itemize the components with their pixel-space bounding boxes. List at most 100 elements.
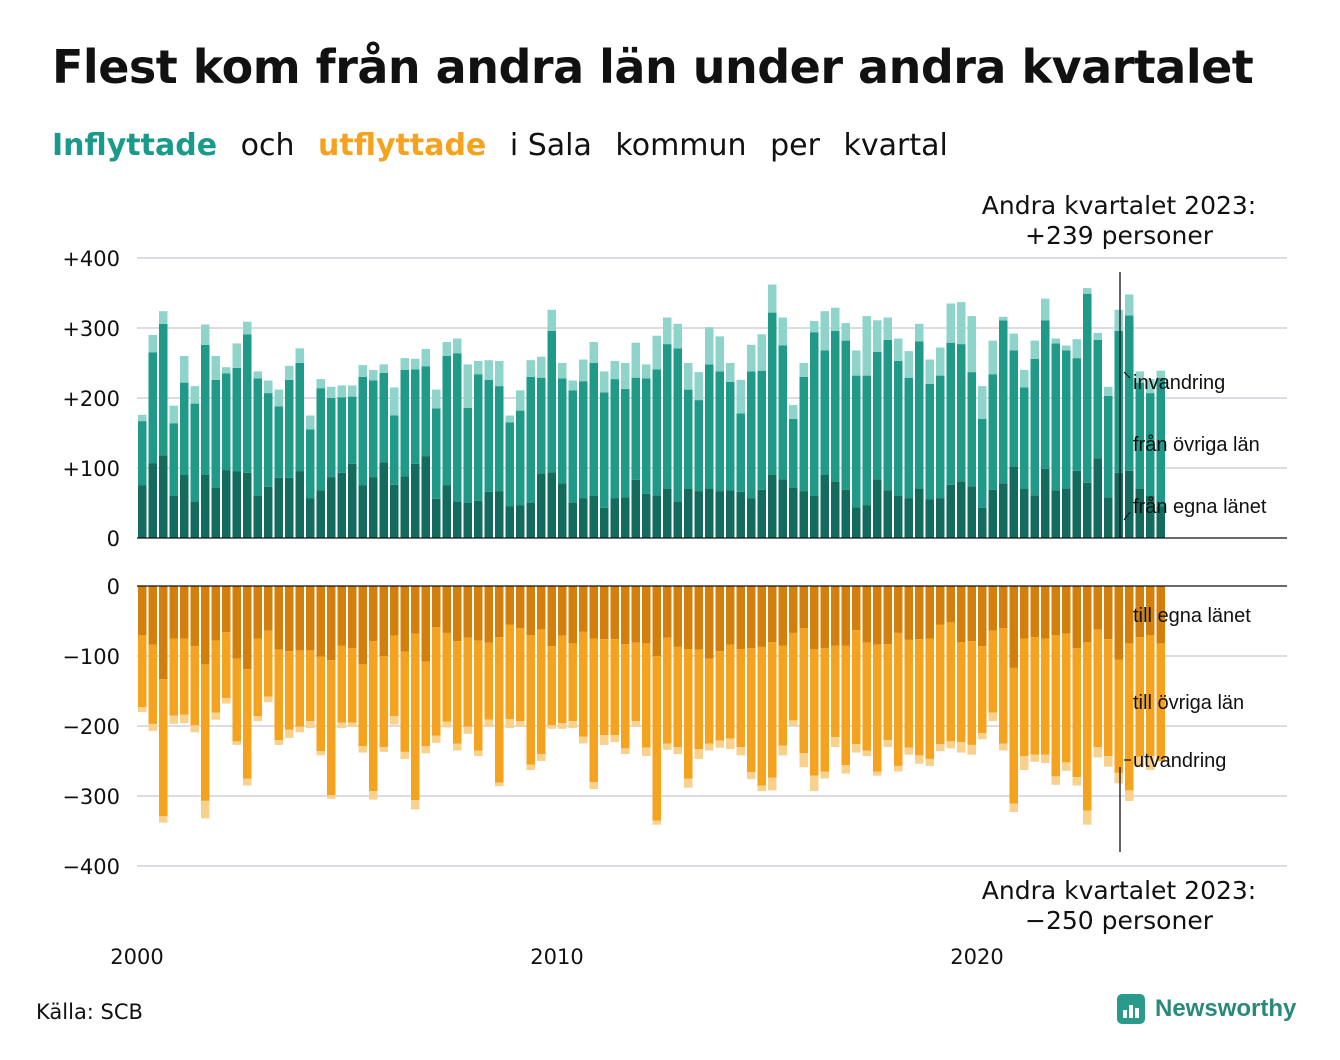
bar-invandring bbox=[306, 415, 315, 430]
bar-fran-ovriga-lan bbox=[841, 340, 850, 490]
label-utvandring: utvandring bbox=[1133, 750, 1226, 772]
bar-invandring bbox=[957, 302, 966, 345]
label-till-ovriga-lan: till övriga län bbox=[1133, 692, 1244, 714]
bar-till-ovriga-lan bbox=[274, 649, 283, 740]
bar-utvandring bbox=[463, 726, 472, 734]
bar-till-ovriga-lan bbox=[421, 661, 430, 747]
bar-till-ovriga-lan bbox=[138, 635, 147, 708]
bar-fran-egna-lanet bbox=[652, 495, 661, 538]
bar-invandring bbox=[642, 364, 651, 379]
bar-fran-egna-lanet bbox=[799, 491, 808, 538]
bar-till-egna-lanet bbox=[327, 586, 336, 661]
bar-utvandring bbox=[673, 747, 682, 754]
bar-till-ovriga-lan bbox=[600, 639, 609, 736]
bar-invandring bbox=[610, 360, 619, 380]
bar-till-egna-lanet bbox=[841, 586, 850, 646]
bar-fran-egna-lanet bbox=[789, 487, 798, 538]
bar-utvandring bbox=[442, 721, 451, 728]
bar-utvandring bbox=[180, 714, 189, 724]
bar-till-ovriga-lan bbox=[253, 638, 262, 717]
bar-till-egna-lanet bbox=[253, 586, 262, 639]
bar-invandring bbox=[327, 386, 336, 398]
bar-fran-ovriga-lan bbox=[463, 407, 472, 503]
bar-till-ovriga-lan bbox=[516, 628, 525, 722]
bar-utvandring bbox=[663, 743, 672, 750]
bar-invandring bbox=[264, 380, 273, 394]
bar-invandring bbox=[621, 363, 630, 389]
y-tick-out-0: 0 bbox=[107, 575, 120, 599]
bar-fran-ovriga-lan bbox=[736, 413, 745, 492]
bar-till-ovriga-lan bbox=[222, 632, 231, 698]
bar-till-ovriga-lan bbox=[1041, 638, 1050, 755]
bar-fran-egna-lanet bbox=[915, 489, 924, 538]
bar-till-ovriga-lan bbox=[547, 646, 556, 726]
bar-fran-ovriga-lan bbox=[180, 382, 189, 475]
brand[interactable]: Newsworthy bbox=[1117, 994, 1296, 1024]
bar-utvandring bbox=[1093, 747, 1102, 758]
bar-till-egna-lanet bbox=[547, 586, 556, 647]
bar-till-ovriga-lan bbox=[1093, 629, 1102, 747]
bar-invandring bbox=[253, 371, 262, 379]
bar-fran-egna-lanet bbox=[810, 496, 819, 538]
bar-invandring bbox=[316, 379, 325, 389]
bar-invandring bbox=[684, 363, 693, 390]
bar-utvandring bbox=[390, 716, 399, 725]
bar-fran-ovriga-lan bbox=[747, 371, 756, 499]
axes bbox=[137, 272, 1287, 852]
bar-utvandring bbox=[694, 749, 703, 759]
bar-fran-ovriga-lan bbox=[474, 374, 483, 501]
bar-utvandring bbox=[715, 740, 724, 748]
bar-till-egna-lanet bbox=[789, 586, 798, 633]
bar-fran-ovriga-lan bbox=[190, 403, 199, 502]
bar-invandring bbox=[463, 364, 472, 408]
bar-utvandring bbox=[138, 707, 147, 712]
bar-utvandring bbox=[810, 775, 819, 792]
bar-till-egna-lanet bbox=[295, 586, 304, 651]
bar-utvandring bbox=[852, 744, 861, 753]
bar-till-egna-lanet bbox=[516, 586, 525, 628]
bar-invandring bbox=[789, 405, 798, 419]
bar-fran-ovriga-lan bbox=[778, 345, 787, 480]
bar-till-ovriga-lan bbox=[862, 642, 871, 751]
bar-till-egna-lanet bbox=[694, 586, 703, 650]
bar-till-ovriga-lan bbox=[180, 638, 189, 715]
bar-till-ovriga-lan bbox=[1072, 648, 1081, 778]
bar-till-ovriga-lan bbox=[159, 679, 168, 817]
bar-invandring bbox=[652, 335, 661, 370]
bar-till-ovriga-lan bbox=[568, 643, 577, 722]
bar-invandring bbox=[1125, 294, 1134, 316]
bar-utvandring bbox=[348, 722, 357, 727]
bar-till-ovriga-lan bbox=[484, 642, 493, 720]
bar-fran-ovriga-lan bbox=[243, 334, 252, 473]
bar-invandring bbox=[495, 360, 504, 387]
bar-fran-ovriga-lan bbox=[505, 422, 514, 507]
bar-till-egna-lanet bbox=[348, 586, 357, 649]
bar-till-egna-lanet bbox=[967, 586, 976, 642]
bar-fran-egna-lanet bbox=[495, 491, 504, 538]
bar-till-egna-lanet bbox=[369, 586, 378, 642]
bar-invandring bbox=[747, 344, 756, 372]
bar-invandring bbox=[201, 324, 210, 345]
subtitle-kommun: kommun bbox=[615, 128, 747, 163]
bar-fran-egna-lanet bbox=[757, 489, 766, 538]
bar-fran-egna-lanet bbox=[411, 463, 420, 538]
bar-utvandring bbox=[894, 765, 903, 772]
bar-utvandring bbox=[873, 771, 882, 776]
bar-utvandring bbox=[789, 720, 798, 726]
bar-till-egna-lanet bbox=[169, 586, 178, 639]
bar-fran-ovriga-lan bbox=[327, 398, 336, 478]
bar-utvandring bbox=[484, 719, 493, 727]
bar-fran-ovriga-lan bbox=[705, 364, 714, 489]
bar-fran-ovriga-lan bbox=[831, 330, 840, 482]
bar-till-egna-lanet bbox=[411, 586, 420, 634]
label-fran-egna-lanet: från egna länet bbox=[1133, 496, 1267, 518]
bar-till-egna-lanet bbox=[505, 586, 514, 625]
bar-till-ovriga-lan bbox=[747, 648, 756, 773]
bar-utvandring bbox=[904, 747, 913, 755]
bar-invandring bbox=[1104, 386, 1113, 396]
y-tick-in-0: 0 bbox=[107, 527, 120, 551]
bar-fran-ovriga-lan bbox=[673, 348, 682, 502]
bar-fran-egna-lanet bbox=[505, 506, 514, 538]
bar-invandring bbox=[1041, 298, 1050, 321]
bar-utvandring bbox=[988, 712, 997, 722]
